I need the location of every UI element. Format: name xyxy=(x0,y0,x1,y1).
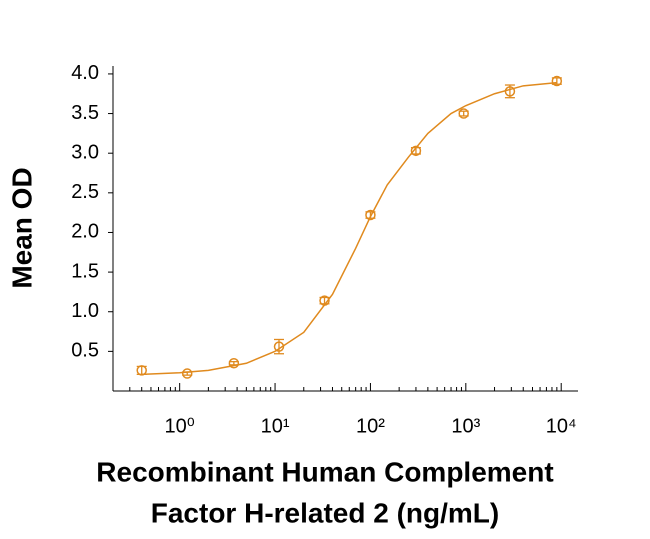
error-bar xyxy=(228,361,239,366)
x-axis-title: Recombinant Human Complement xyxy=(96,456,553,487)
data-point xyxy=(458,108,469,119)
y-tick-label: 4.0 xyxy=(71,62,99,84)
data-point xyxy=(181,368,193,379)
x-tick-label: 10³ xyxy=(451,415,480,437)
data-point xyxy=(410,145,422,157)
y-tick-label: 3.5 xyxy=(71,102,99,124)
data-point xyxy=(136,365,147,376)
data-point xyxy=(551,75,563,87)
data-point xyxy=(365,209,376,221)
x-tick-label: 10⁰ xyxy=(165,415,195,437)
y-tick-label: 3.0 xyxy=(71,141,99,163)
x-tick-label: 10² xyxy=(356,415,385,437)
data-point xyxy=(273,341,285,352)
x-tick-label: 10¹ xyxy=(261,415,290,437)
data-point xyxy=(228,358,240,369)
data-point xyxy=(319,295,330,306)
x-axis-title: Factor H-related 2 (ng/mL) xyxy=(151,497,499,528)
data-point xyxy=(504,86,516,97)
y-tick-label: 1.0 xyxy=(71,300,99,322)
x-tick-label: 10⁴ xyxy=(546,415,577,437)
fit-curve xyxy=(141,81,557,376)
y-tick-label: 2.0 xyxy=(71,221,99,243)
y-axis-title: Mean OD xyxy=(6,167,37,288)
y-tick-label: 0.5 xyxy=(71,340,99,362)
error-bar xyxy=(182,371,193,376)
y-tick-label: 2.5 xyxy=(71,181,99,203)
y-tick-label: 1.5 xyxy=(71,260,99,282)
